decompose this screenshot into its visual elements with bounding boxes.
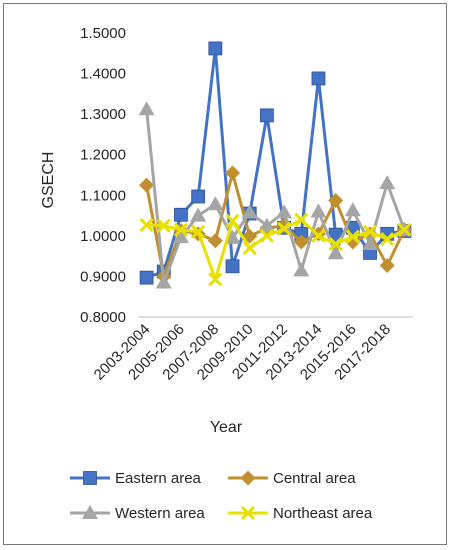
data-point-marker xyxy=(258,217,275,232)
data-point-marker xyxy=(277,221,292,236)
y-tick-label: 1.1000 xyxy=(80,187,126,204)
series-layer xyxy=(138,41,413,289)
data-point-marker xyxy=(225,165,241,181)
data-point-marker xyxy=(294,212,309,227)
y-tick-label: 1.2000 xyxy=(80,147,126,164)
data-point-marker xyxy=(224,229,241,244)
data-point-marker xyxy=(240,505,256,521)
data-point-marker xyxy=(345,229,360,244)
data-point-marker xyxy=(139,270,154,285)
data-point-marker xyxy=(328,193,344,209)
data-point-marker xyxy=(276,204,293,219)
legend-label: Western area xyxy=(115,505,205,522)
data-point-marker xyxy=(172,229,189,244)
y-tick-label: 1.0000 xyxy=(80,228,126,245)
data-point-marker xyxy=(191,224,206,239)
y-tick-label: 1.5000 xyxy=(80,25,126,42)
data-point-marker xyxy=(310,203,327,218)
data-point-marker xyxy=(139,217,154,232)
data-point-marker xyxy=(362,224,378,239)
data-point-marker xyxy=(138,101,155,116)
data-point-marker xyxy=(327,245,344,260)
data-point-marker xyxy=(83,471,97,485)
data-point-marker xyxy=(379,175,396,190)
chart-frame xyxy=(3,3,447,545)
data-point-marker xyxy=(311,71,326,86)
legend-label: Northeast area xyxy=(273,505,373,522)
data-point-marker xyxy=(174,207,188,222)
data-point-marker xyxy=(173,222,189,237)
data-point-marker xyxy=(397,222,412,237)
series-western-area xyxy=(138,101,413,289)
data-point-marker xyxy=(293,234,309,250)
data-point-marker xyxy=(225,213,240,228)
data-point-marker xyxy=(380,232,395,247)
legend-label: Eastern area xyxy=(115,470,202,487)
data-point-marker xyxy=(240,470,256,486)
y-axis-ticks: 0.8000 0.9000 1.0000 1.1000 1.2000 1.3000 1.40… xyxy=(80,25,126,326)
data-point-marker xyxy=(207,196,224,211)
legend-entry: Northeast area xyxy=(228,505,373,522)
data-point-marker xyxy=(259,228,274,243)
legend-label: Central area xyxy=(273,470,356,487)
data-point-marker xyxy=(344,202,361,217)
data-point-marker xyxy=(362,235,379,250)
data-point-marker xyxy=(328,236,343,252)
series-line xyxy=(145,109,406,285)
y-tick-label: 0.9000 xyxy=(80,268,126,285)
y-tick-label: 1.4000 xyxy=(80,66,126,83)
data-point-marker xyxy=(311,228,326,243)
series-central-area xyxy=(139,165,412,284)
data-point-marker xyxy=(208,272,223,287)
data-point-marker xyxy=(242,240,257,256)
legend: Eastern area Central area Western area Nort… xyxy=(70,470,373,522)
legend-entry: Central area xyxy=(228,470,356,487)
data-point-marker xyxy=(190,207,207,222)
data-point-marker xyxy=(139,177,155,193)
data-point-marker xyxy=(82,505,98,519)
data-point-marker xyxy=(156,218,171,233)
data-point-marker xyxy=(208,41,223,56)
data-point-marker xyxy=(155,274,172,289)
data-point-marker xyxy=(379,257,395,273)
data-point-marker xyxy=(207,233,223,249)
data-point-marker xyxy=(225,259,240,274)
data-point-marker xyxy=(293,262,310,277)
legend-entry: Eastern area xyxy=(70,470,202,487)
y-tick-label: 0.8000 xyxy=(80,309,126,326)
data-point-marker xyxy=(191,189,206,204)
series-line xyxy=(146,46,405,280)
series-northeast-area xyxy=(139,212,412,287)
x-axis-ticks: 2003-20042005-20062007-20082009-20102011… xyxy=(91,321,394,384)
y-axis-label: GSECH xyxy=(40,152,57,209)
x-axis-label: Year xyxy=(210,419,243,436)
y-tick-label: 1.3000 xyxy=(80,106,126,123)
series-line xyxy=(146,218,406,281)
legend-entry: Western area xyxy=(70,505,205,522)
data-point-marker xyxy=(260,108,274,123)
data-point-marker xyxy=(241,204,258,219)
